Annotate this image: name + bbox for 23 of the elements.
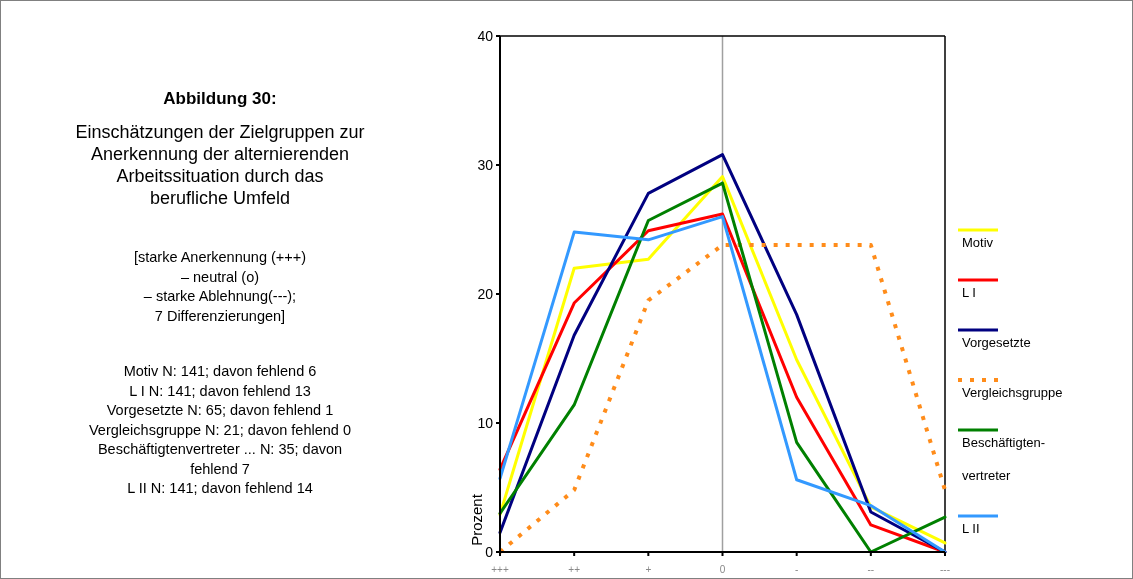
y-tick-label: 0	[485, 544, 494, 560]
x-tick-label: -	[794, 564, 799, 575]
y-tick-label: 20	[477, 286, 494, 302]
text: [starke Anerkennung (+++) – neutral (o) – starke Ablehnung(---); 7 Differenzierungen]	[133, 249, 307, 324]
x-tick-label: +	[645, 564, 652, 575]
text: Einschätzungen der Zielgruppen zur Anerkennung der alternierenden Arbeitssituation durch das berufliche Umfeld	[75, 122, 365, 208]
legend-label: L II	[962, 521, 980, 536]
text: Abbildung 30:	[163, 89, 277, 108]
legend-label: L I	[962, 285, 976, 300]
y-tick-label: 30	[477, 157, 494, 173]
y-tick-label: 40	[477, 28, 494, 44]
y-axis-title: Prozent	[468, 493, 485, 546]
x-tick-label: ++	[568, 564, 581, 575]
x-tick-label: ---	[940, 564, 950, 575]
legend-label: Vergleichsgruppe	[962, 385, 1063, 400]
x-tick-label: --	[867, 564, 875, 575]
legend-label: Vorgesetzte	[962, 335, 1031, 350]
x-tick-label: 0	[719, 564, 726, 575]
text: Motiv N: 141; davon fehlend 6 L I N: 141; davon fehlend 13 Vorgesetzte N: 65; davon fehlend 1 Vergleichsgruppe N: 21; davon fehlend 0 Beschäftigtenvertreter ... N: 35; davon fehlend 7 L II N: 141; davon fehlend 14	[89, 363, 351, 496]
text: Beschäftigten- vertreter	[962, 435, 1046, 483]
legend-label: Motiv	[962, 235, 994, 250]
x-tick-label: +++	[491, 564, 509, 575]
y-tick-label: 10	[477, 415, 494, 431]
